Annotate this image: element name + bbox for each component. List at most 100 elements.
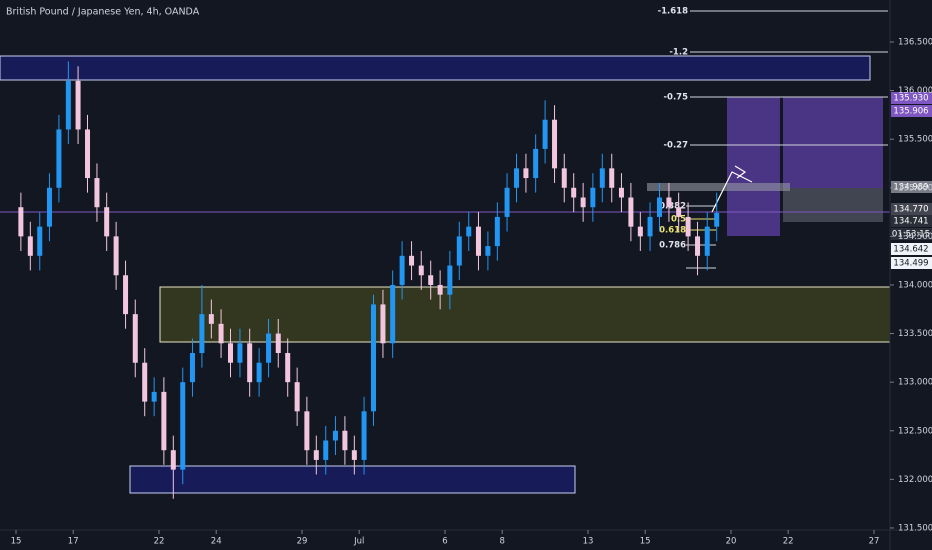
projection-arrow bbox=[711, 171, 753, 213]
candle-body bbox=[637, 226, 643, 237]
candle-body bbox=[142, 362, 148, 402]
price-label: 134.741 bbox=[893, 217, 928, 227]
price-label: 134.770 bbox=[893, 205, 928, 215]
supply-zone bbox=[0, 55, 871, 81]
candle-body bbox=[180, 382, 186, 470]
candle-body bbox=[714, 212, 720, 227]
price-tag bbox=[891, 181, 932, 193]
candle-body bbox=[332, 430, 338, 441]
stop-box bbox=[783, 188, 883, 222]
fib-label: -1.618 bbox=[658, 7, 688, 17]
candle-body bbox=[571, 187, 577, 198]
candle-body bbox=[266, 333, 272, 363]
fib-label: -0.27 bbox=[664, 141, 689, 151]
candle-body bbox=[237, 343, 243, 363]
candle-body bbox=[428, 275, 434, 285]
fib-label: -0.75 bbox=[664, 93, 689, 103]
candle-body bbox=[132, 314, 138, 363]
candle-body bbox=[37, 226, 43, 256]
candle-body bbox=[285, 353, 291, 383]
price-label: 134.642 bbox=[893, 245, 928, 255]
candle-body bbox=[161, 391, 167, 451]
candle-body bbox=[247, 343, 253, 383]
countdown: 01:53:15 bbox=[892, 230, 930, 240]
candle-body bbox=[609, 168, 615, 188]
price-tag bbox=[891, 257, 932, 269]
fib-label: 0.786 bbox=[659, 241, 686, 251]
candle-body bbox=[542, 119, 548, 149]
price-label: 134.989 bbox=[893, 183, 928, 193]
x-tick-label: 20 bbox=[726, 537, 737, 547]
y-tick-label: 133.500 bbox=[898, 329, 932, 339]
x-tick-label: 24 bbox=[211, 537, 222, 547]
candle-body bbox=[561, 168, 567, 188]
price-tag bbox=[891, 203, 932, 215]
demand-zone bbox=[129, 465, 576, 494]
candle-body bbox=[647, 216, 653, 237]
candle-body bbox=[46, 187, 52, 227]
candle-body bbox=[294, 382, 300, 412]
y-tick-label: 131.500 bbox=[898, 523, 932, 533]
candle-body bbox=[361, 411, 367, 460]
candle-body bbox=[342, 430, 348, 451]
range-box bbox=[647, 183, 790, 191]
candle-body bbox=[656, 197, 662, 217]
candle-body bbox=[390, 284, 396, 344]
candle-body bbox=[466, 226, 472, 237]
candle-body bbox=[409, 255, 415, 266]
x-tick-label: 22 bbox=[783, 537, 794, 547]
fib-label: 0.618 bbox=[659, 226, 686, 236]
arrow-head bbox=[734, 165, 747, 179]
candle-body bbox=[590, 187, 596, 208]
candle-body bbox=[704, 226, 710, 256]
x-tick-label: 13 bbox=[583, 537, 594, 547]
candle-body bbox=[208, 314, 214, 324]
candle-body bbox=[27, 236, 33, 256]
price-label: 134.499 bbox=[893, 259, 928, 269]
candle-body bbox=[65, 80, 71, 130]
y-tick-label: 134.500 bbox=[898, 232, 932, 242]
x-tick-label: 22 bbox=[154, 537, 165, 547]
x-tick-label: 8 bbox=[499, 537, 504, 547]
price-tag bbox=[891, 215, 932, 227]
price-tag bbox=[891, 92, 932, 104]
candle-body bbox=[123, 275, 129, 315]
y-tick-label: 135.000 bbox=[898, 183, 932, 193]
x-tick-label: 17 bbox=[68, 537, 79, 547]
candle-body bbox=[513, 168, 519, 188]
candle-body bbox=[695, 236, 701, 256]
candle-body bbox=[533, 148, 539, 179]
candle-body bbox=[351, 450, 357, 460]
candle-body bbox=[323, 440, 329, 460]
candle-body bbox=[599, 168, 605, 188]
y-tick-label: 133.000 bbox=[898, 378, 932, 388]
candle-body bbox=[275, 333, 281, 354]
candle-body bbox=[552, 119, 558, 169]
x-tick-label: 15 bbox=[640, 537, 651, 547]
price-tag bbox=[891, 105, 932, 117]
y-tick-label: 135.500 bbox=[898, 135, 932, 145]
candle-body bbox=[494, 216, 500, 247]
y-tick-label: 132.000 bbox=[898, 475, 932, 485]
price-label: 135.906 bbox=[893, 107, 928, 117]
candle-body bbox=[418, 265, 424, 276]
price-tag bbox=[891, 228, 932, 240]
candle-body bbox=[666, 197, 672, 208]
candle-body bbox=[189, 353, 195, 383]
candle-body bbox=[18, 207, 24, 237]
support-zone bbox=[159, 286, 891, 343]
candle-body bbox=[151, 391, 157, 402]
fib-label: -1.2 bbox=[669, 48, 688, 58]
candle-body bbox=[618, 187, 624, 198]
x-tick-label: 29 bbox=[297, 537, 308, 547]
y-tick-label: 134.000 bbox=[898, 280, 932, 290]
candle-body bbox=[371, 304, 377, 412]
x-tick-label: Jul bbox=[353, 537, 364, 547]
candle-body bbox=[75, 80, 81, 130]
candle-body bbox=[685, 216, 691, 237]
x-tick-label: 27 bbox=[869, 537, 880, 547]
candle-body bbox=[304, 411, 310, 451]
y-tick-label: 136.500 bbox=[898, 37, 932, 47]
